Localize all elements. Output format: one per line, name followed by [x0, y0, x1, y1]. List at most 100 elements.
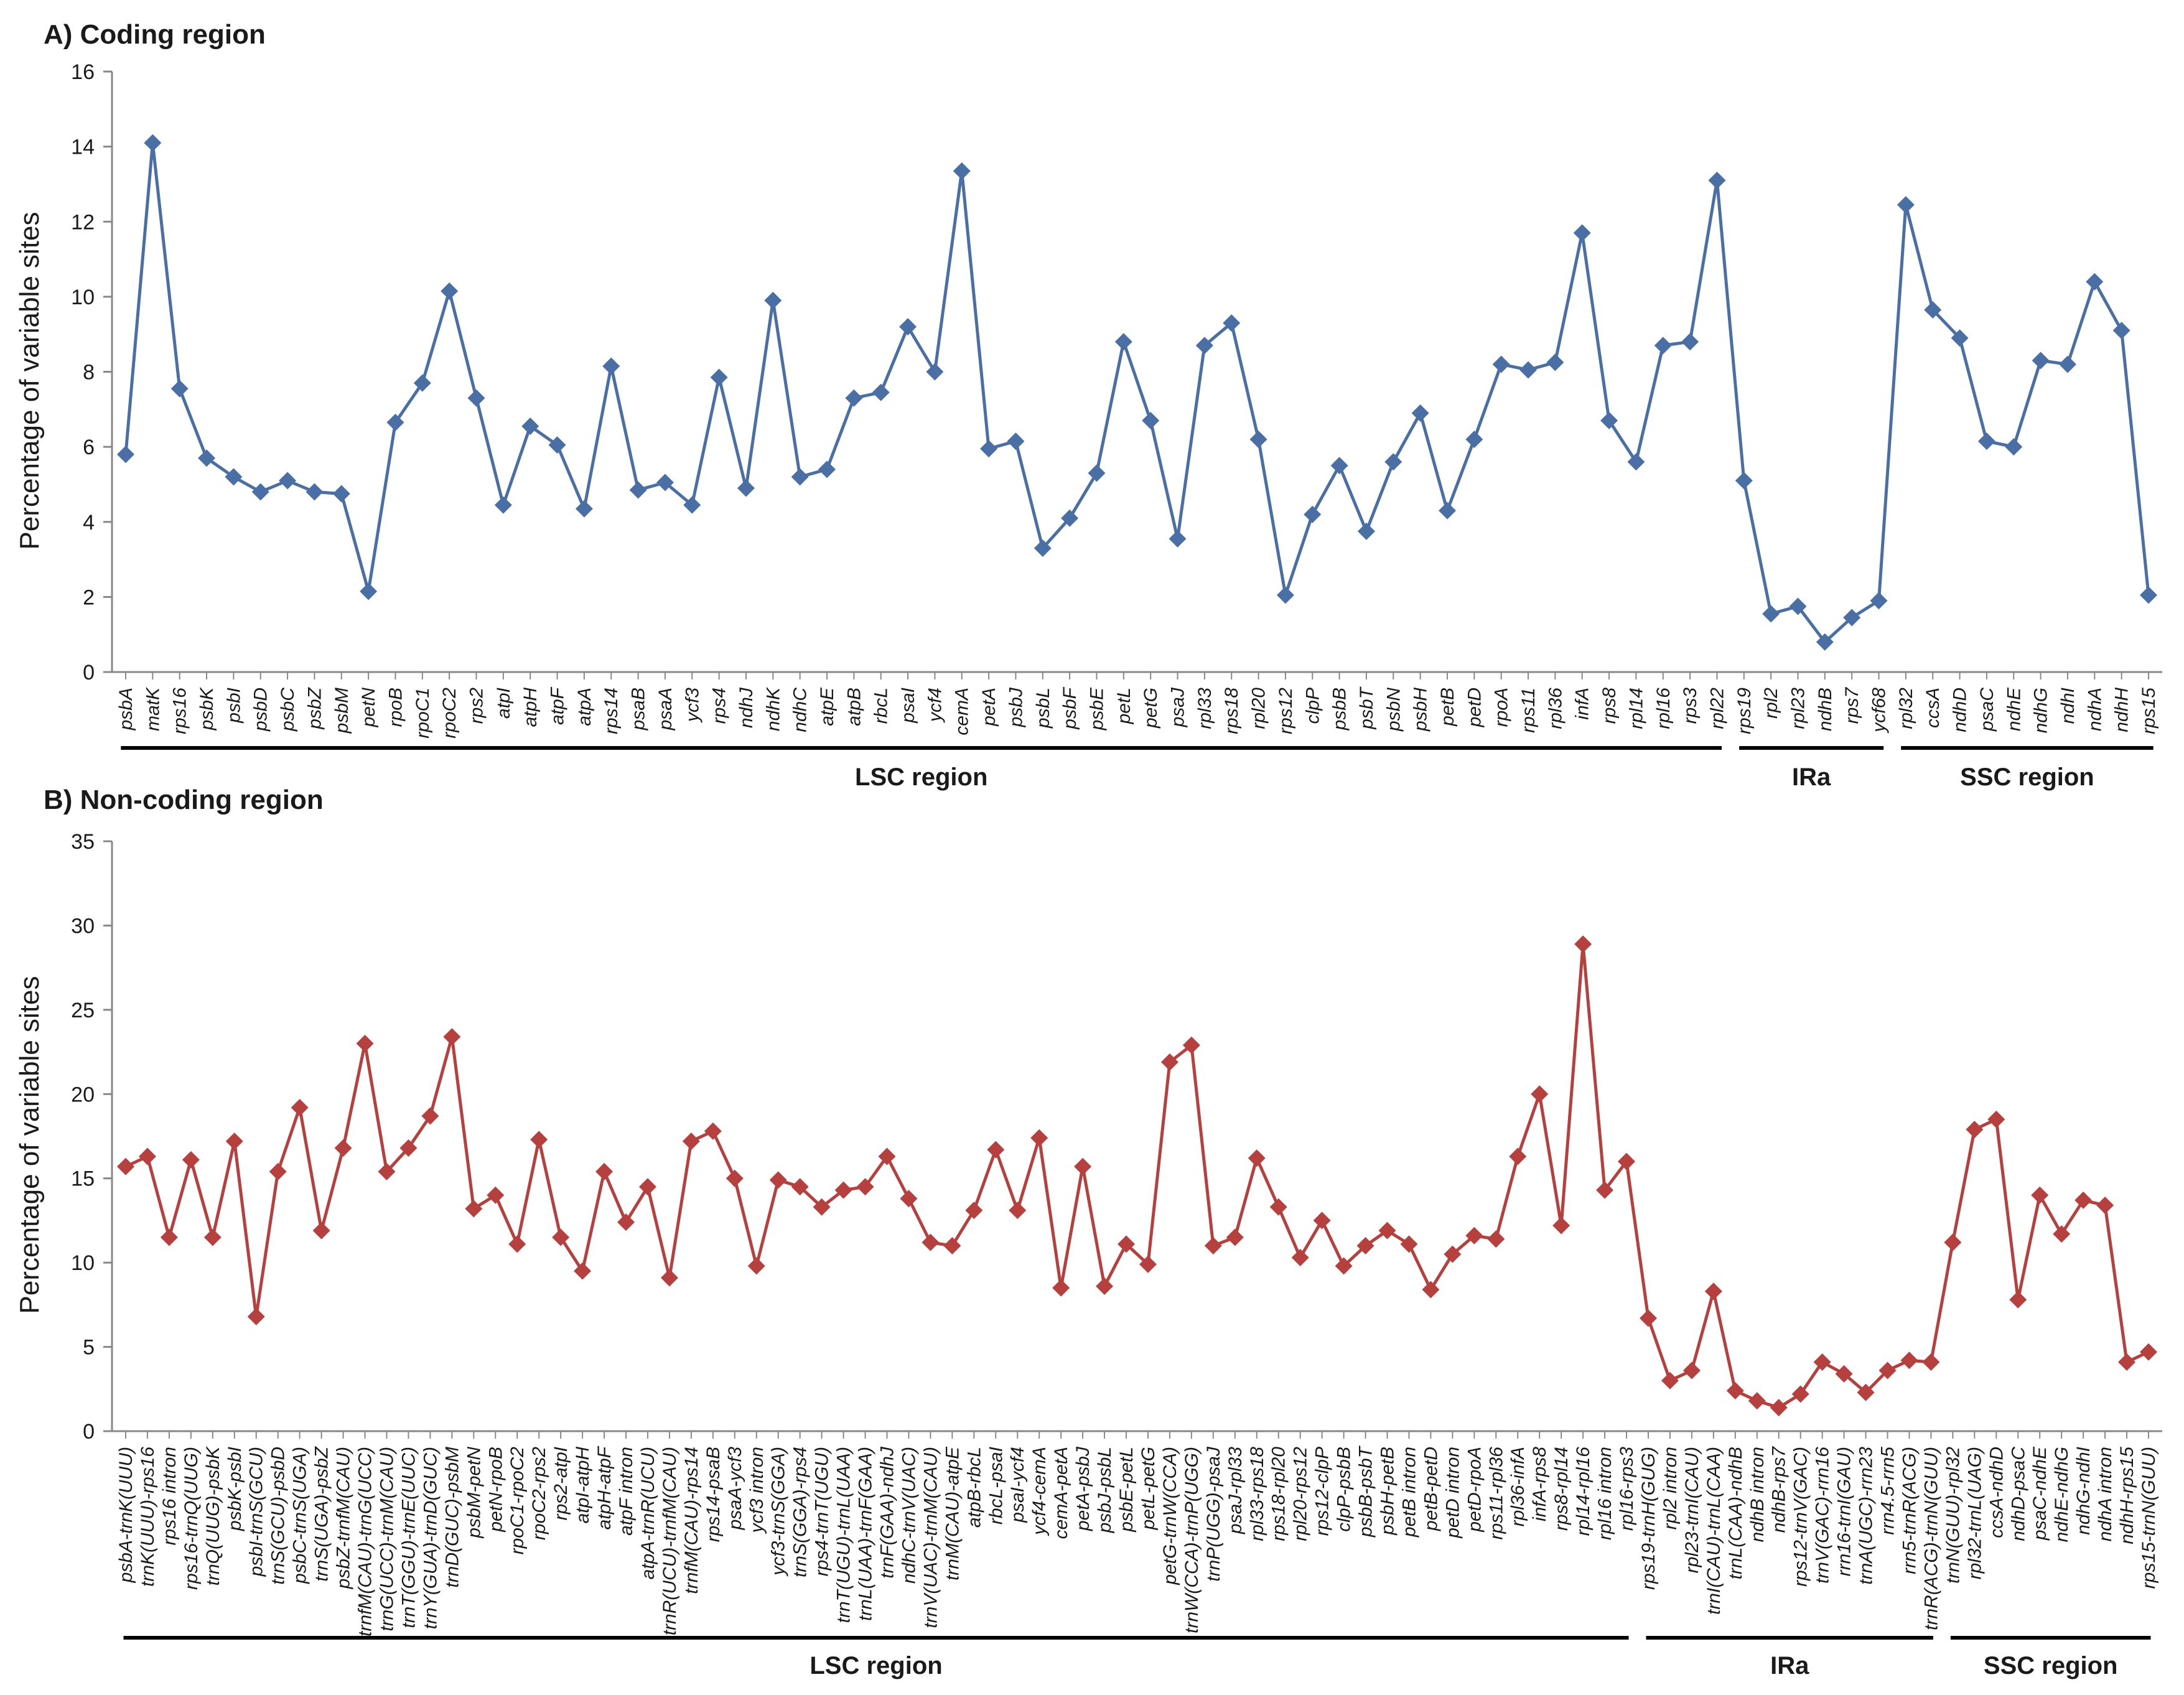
b-data-point — [922, 1233, 940, 1251]
a-data-point — [602, 357, 620, 375]
b-x-tick-label: ndhA intron — [2095, 1447, 2116, 1541]
b-x-tick-label: ycf4-cemA — [1029, 1447, 1050, 1536]
a-y-tick-label: 2 — [83, 586, 95, 609]
a-x-tick-label: petB — [1437, 688, 1458, 727]
a-data-point — [198, 449, 216, 467]
a-x-tick-label: rpoB — [385, 688, 406, 727]
b-x-tick-label: rpl32-trnL(UAG) — [1964, 1447, 1985, 1579]
b-data-point — [1966, 1121, 1984, 1139]
a-x-tick-label: petN — [358, 688, 379, 728]
a-data-point — [1114, 333, 1132, 351]
b-x-tick-label: psbB-psbT — [1356, 1445, 1376, 1538]
b-data-point — [334, 1139, 352, 1157]
a-data-point — [1843, 609, 1861, 627]
a-x-tick-label: rps14 — [601, 688, 622, 734]
b-data-point — [1160, 1053, 1178, 1071]
a-data-point — [1304, 505, 1322, 523]
b-data-point — [617, 1213, 635, 1231]
b-x-tick-label: cemA-petA — [1051, 1447, 1071, 1539]
a-data-point — [1465, 431, 1483, 449]
b-x-tick-label: psbJ-psbL — [1094, 1447, 1115, 1533]
b-y-tick-label: 10 — [71, 1251, 95, 1275]
a-data-point — [980, 440, 998, 458]
b-x-tick-label: psbH-petB — [1378, 1447, 1398, 1536]
a-data-point — [1681, 333, 1699, 351]
b-data-point — [1074, 1157, 1092, 1175]
a-data-point — [1546, 353, 1564, 371]
b-data-point — [1639, 1309, 1657, 1327]
b-x-tick-label: petD intron — [1442, 1447, 1463, 1539]
b-data-point — [138, 1147, 156, 1165]
a-x-tick-label: rpoC1 — [413, 688, 433, 739]
a-y-tick-label: 8 — [83, 361, 95, 385]
b-x-tick-label: trnS(UGA)-psbZ — [312, 1445, 332, 1581]
b-x-tick-label: rps14-psaB — [703, 1447, 724, 1542]
a-data-point — [1870, 592, 1888, 610]
b-data-point — [487, 1186, 505, 1204]
b-x-tick-label: rpoC2-rps2 — [529, 1447, 549, 1540]
b-x-tick-label: petG-trnW(CCA) — [1160, 1447, 1180, 1585]
a-x-tick-label: matK — [142, 686, 163, 731]
b-x-tick-label: atpB-rbcL — [964, 1447, 984, 1528]
b-data-point — [1378, 1221, 1396, 1240]
a-data-point — [360, 582, 378, 600]
a-data-point — [1816, 633, 1834, 651]
b-x-tick-label: ycf3-trnS(GGA) — [768, 1447, 789, 1577]
b-data-point — [399, 1139, 418, 1157]
b-y-tick-label: 25 — [71, 999, 95, 1022]
b-data-point — [1465, 1226, 1483, 1244]
b-data-point — [1356, 1237, 1374, 1255]
b-data-point — [965, 1202, 983, 1220]
b-x-tick-label: rps2-atpI — [551, 1447, 571, 1520]
a-x-tick-label: petA — [979, 688, 999, 727]
a-x-tick-label: psbA — [116, 688, 136, 731]
b-data-point — [356, 1035, 374, 1053]
b-data-point — [1661, 1371, 1679, 1389]
b-x-tick-label: trnI(CAU)-trnL(CAA) — [1704, 1447, 1724, 1615]
a-x-tick-label: ndhB — [1815, 688, 1836, 731]
a-data-point — [629, 481, 647, 499]
b-x-tick-label: ndhB intron — [1747, 1447, 1768, 1542]
a-x-tick-label: atpH — [520, 688, 541, 727]
b-x-tick-label: trnR(ACG)-trnN(GUU) — [1921, 1447, 1941, 1630]
b-x-tick-label: trnN(GUU)-rpl32 — [1943, 1447, 1963, 1584]
b-x-tick-label: psaC-ndhE — [2030, 1446, 2050, 1541]
b-y-tick-label: 30 — [71, 914, 95, 938]
b-data-point — [1922, 1353, 1940, 1371]
a-x-tick-label: rpl23 — [1788, 688, 1808, 729]
a-x-tick-label: ndhC — [790, 688, 811, 732]
a-x-tick-label: cemA — [952, 688, 973, 735]
b-x-tick-label: petA-psbJ — [1073, 1446, 1093, 1531]
b-x-tick-label: trnM(CAU)-atpE — [942, 1446, 963, 1581]
b-x-tick-label: trnfM(CAU)-rps14 — [681, 1447, 702, 1594]
b-x-tick-label: psbC-trnS(UGA) — [290, 1447, 310, 1584]
b-data-point — [1726, 1381, 1744, 1399]
b-x-tick-label: clpP-psbB — [1334, 1447, 1355, 1532]
a-data-point — [441, 282, 459, 300]
a-data-point — [1169, 530, 1187, 548]
a-data-point — [1735, 472, 1753, 490]
a-data-point — [1357, 522, 1375, 540]
a-x-tick-label: rpoA — [1491, 688, 1512, 727]
a-x-tick-label: rpl22 — [1707, 688, 1727, 729]
a-x-tick-label: psaA — [655, 688, 676, 731]
b-x-tick-label: atpI-atpH — [572, 1447, 593, 1524]
a-x-tick-label: psbH — [1411, 688, 1431, 732]
panel-b-series — [117, 935, 2157, 1417]
a-data-point — [386, 413, 404, 431]
b-data-point — [704, 1122, 722, 1140]
b-x-tick-label: psbI-trnS(GCU) — [246, 1447, 267, 1577]
a-data-point — [306, 483, 324, 501]
a-data-point — [1223, 314, 1241, 332]
a-data-point — [2058, 355, 2076, 373]
a-data-point — [1573, 224, 1591, 242]
b-x-tick-label: trnT(GGU)-trnE(UUC) — [398, 1447, 419, 1628]
a-data-point — [899, 318, 917, 336]
a-x-tick-label: petD — [1464, 688, 1485, 727]
a-x-tick-label: rpl14 — [1626, 688, 1646, 729]
a-x-tick-label: rps15 — [2139, 688, 2159, 734]
b-x-tick-label: ndhD-psaC — [2008, 1447, 2028, 1541]
a-x-tick-label: psaJ — [1168, 687, 1188, 727]
b-x-tick-label: rps12-trnV(GAC) — [1791, 1447, 1811, 1587]
